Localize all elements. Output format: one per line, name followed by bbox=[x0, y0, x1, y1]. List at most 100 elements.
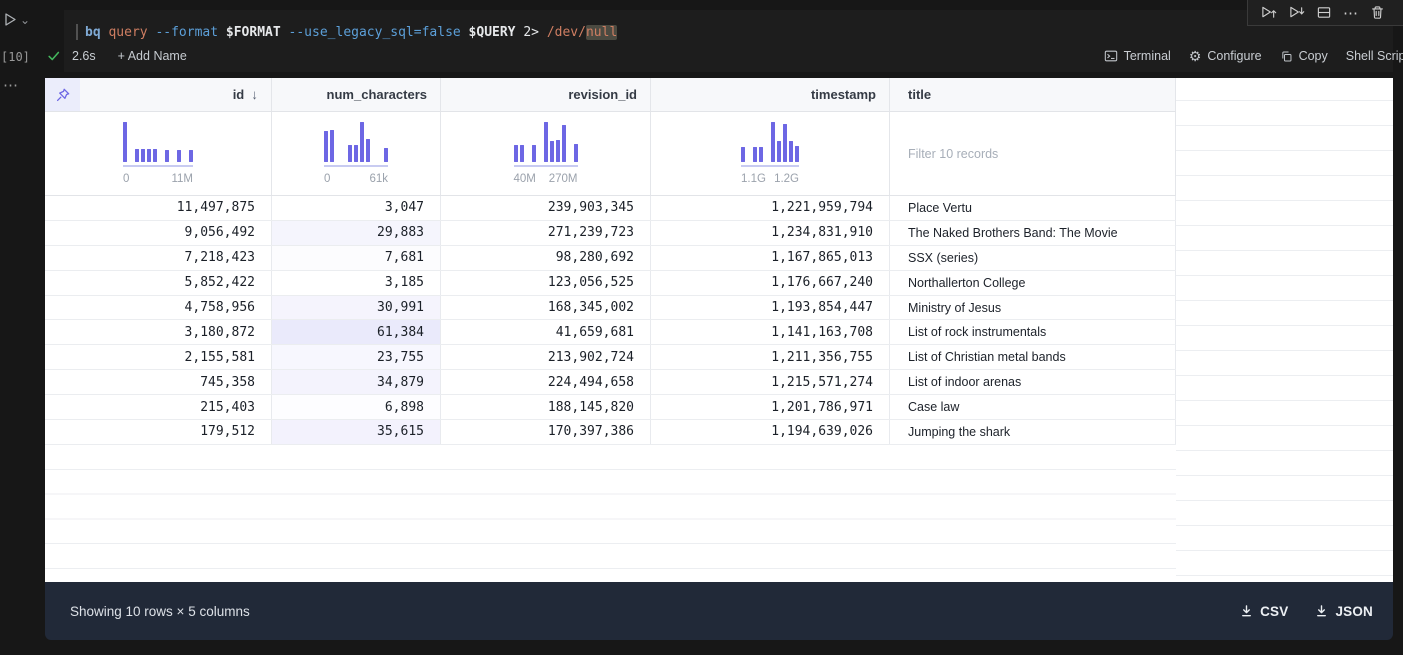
column-header-title[interactable]: title bbox=[890, 78, 1176, 111]
cell-duration: 2.6s bbox=[72, 49, 96, 63]
histogram-cell-timestamp: 1.1G 1.2G bbox=[651, 112, 890, 195]
cell-timestamp[interactable]: 1,221,959,794 bbox=[651, 196, 890, 220]
cell-id[interactable]: 11,497,875 bbox=[45, 196, 272, 220]
split-cell-icon bbox=[1317, 7, 1331, 18]
cell-num_characters[interactable]: 61,384 bbox=[272, 320, 441, 345]
cell-timestamp[interactable]: 1,194,639,026 bbox=[651, 420, 890, 444]
column-header-revision_id[interactable]: revision_id bbox=[441, 78, 651, 111]
cell-num_characters[interactable]: 3,185 bbox=[272, 270, 441, 295]
cell-revision_id[interactable]: 170,397,386 bbox=[441, 420, 651, 444]
cell-revision_id[interactable]: 98,280,692 bbox=[441, 245, 651, 270]
cell-revision_id[interactable]: 168,345,002 bbox=[441, 295, 651, 320]
table-row[interactable]: 745,358 34,879 224,494,658 1,215,571,274 Lis… bbox=[45, 370, 1176, 396]
cell-id[interactable]: 9,056,492 bbox=[45, 220, 272, 245]
histogram-bar bbox=[354, 145, 358, 163]
cell-num_characters[interactable]: 7,681 bbox=[272, 245, 441, 270]
terminal-button[interactable]: Terminal bbox=[1104, 49, 1171, 63]
table-row[interactable]: 5,852,422 3,185 123,056,525 1,176,667,240 No… bbox=[45, 270, 1176, 296]
table-row[interactable]: 179,512 35,615 170,397,386 1,194,639,026 Jum… bbox=[45, 420, 1176, 445]
delete-cell-button[interactable] bbox=[1370, 5, 1385, 20]
cell-timestamp[interactable]: 1,167,865,013 bbox=[651, 245, 890, 270]
column-header-label: timestamp bbox=[810, 87, 876, 102]
cell-timestamp[interactable]: 1,211,356,755 bbox=[651, 345, 890, 370]
run-below-button[interactable] bbox=[1288, 5, 1305, 20]
cell-title[interactable]: Jumping the shark bbox=[890, 420, 1176, 444]
json-label: JSON bbox=[1335, 603, 1373, 619]
column-header-label: title bbox=[908, 87, 932, 102]
cell-num_characters[interactable]: 30,991 bbox=[272, 295, 441, 320]
cell-revision_id[interactable]: 188,145,820 bbox=[441, 395, 651, 420]
cell-timestamp[interactable]: 1,141,163,708 bbox=[651, 320, 890, 345]
play-icon bbox=[5, 13, 16, 26]
copy-button[interactable]: Copy bbox=[1280, 49, 1328, 63]
more-icon[interactable]: ⋯ bbox=[3, 77, 19, 94]
cell-timestamp[interactable]: 1,176,667,240 bbox=[651, 270, 890, 295]
table-row[interactable]: 2,155,581 23,755 213,902,724 1,211,356,755 L… bbox=[45, 345, 1176, 371]
cell-revision_id[interactable]: 41,659,681 bbox=[441, 320, 651, 345]
cell-revision_id[interactable]: 224,494,658 bbox=[441, 370, 651, 395]
shell-script-button[interactable]: Shell Script bbox=[1346, 49, 1403, 63]
cell-id[interactable]: 5,852,422 bbox=[45, 270, 272, 295]
cell-id[interactable]: 4,758,956 bbox=[45, 295, 272, 320]
column-header-num_characters[interactable]: num_characters bbox=[272, 78, 441, 111]
cell-title[interactable]: List of indoor arenas bbox=[890, 370, 1176, 395]
cell-title[interactable]: List of Christian metal bands bbox=[890, 345, 1176, 370]
histogram-bar bbox=[783, 124, 787, 163]
add-name-button[interactable]: + Add Name bbox=[117, 49, 187, 63]
row-count-summary: Showing 10 rows × 5 columns bbox=[70, 603, 250, 619]
configure-button[interactable]: ⚙ Configure bbox=[1189, 49, 1262, 63]
cell-title[interactable]: Case law bbox=[890, 395, 1176, 420]
run-above-button[interactable] bbox=[1260, 5, 1277, 20]
histogram-max-label: 11M bbox=[171, 172, 193, 185]
cell-id[interactable]: 3,180,872 bbox=[45, 320, 272, 345]
cell-timestamp[interactable]: 1,234,831,910 bbox=[651, 220, 890, 245]
table-row[interactable]: 7,218,423 7,681 98,280,692 1,167,865,013 SSX… bbox=[45, 245, 1176, 271]
download-csv-button[interactable]: CSV bbox=[1240, 604, 1288, 619]
table-row[interactable]: 3,180,872 61,384 41,659,681 1,141,163,708 Li… bbox=[45, 320, 1176, 346]
cell-title[interactable]: The Naked Brothers Band: The Movie bbox=[890, 220, 1176, 245]
cell-id[interactable]: 2,155,581 bbox=[45, 345, 272, 370]
download-json-button[interactable]: JSON bbox=[1315, 604, 1373, 619]
histogram-revision_id[interactable]: 40M 270M bbox=[513, 122, 578, 185]
cell-title[interactable]: Place Vertu bbox=[890, 196, 1176, 220]
cell-num_characters[interactable]: 29,883 bbox=[272, 220, 441, 245]
cell-title[interactable]: Northallerton College bbox=[890, 270, 1176, 295]
cell-id[interactable]: 7,218,423 bbox=[45, 245, 272, 270]
cell-id[interactable]: 179,512 bbox=[45, 420, 272, 444]
column-header-timestamp[interactable]: timestamp bbox=[651, 78, 890, 111]
cell-revision_id[interactable]: 213,902,724 bbox=[441, 345, 651, 370]
cell-timestamp[interactable]: 1,215,571,274 bbox=[651, 370, 890, 395]
cell-num_characters[interactable]: 34,879 bbox=[272, 370, 441, 395]
histogram-range-labels: 0 61k bbox=[324, 173, 388, 185]
cell-num_characters[interactable]: 23,755 bbox=[272, 345, 441, 370]
split-cell-button[interactable] bbox=[1316, 5, 1332, 20]
cell-id[interactable]: 745,358 bbox=[45, 370, 272, 395]
histogram-id[interactable]: 0 11M bbox=[123, 122, 193, 185]
table-row[interactable]: 215,403 6,898 188,145,820 1,201,786,971 Case… bbox=[45, 395, 1176, 421]
cell-revision_id[interactable]: 271,239,723 bbox=[441, 220, 651, 245]
histogram-num_characters[interactable]: 0 61k bbox=[324, 122, 388, 185]
cell-timestamp[interactable]: 1,193,854,447 bbox=[651, 295, 890, 320]
pin-column-cell[interactable] bbox=[45, 78, 80, 111]
histogram-timestamp[interactable]: 1.1G 1.2G bbox=[741, 122, 799, 185]
table-row[interactable]: 4,758,956 30,991 168,345,002 1,193,854,447 M… bbox=[45, 295, 1176, 321]
cell-title[interactable]: Ministry of Jesus bbox=[890, 295, 1176, 320]
table-row[interactable]: 9,056,492 29,883 271,239,723 1,234,831,910 T… bbox=[45, 220, 1176, 246]
cell-revision_id[interactable]: 123,056,525 bbox=[441, 270, 651, 295]
chevron-down-icon: ⌄ bbox=[20, 12, 31, 27]
cell-num_characters[interactable]: 6,898 bbox=[272, 395, 441, 420]
more-actions-button[interactable]: ⋯ bbox=[1343, 4, 1359, 22]
cell-title[interactable]: SSX (series) bbox=[890, 245, 1176, 270]
column-header-id[interactable]: id ↓ bbox=[45, 78, 272, 111]
cell-revision_id[interactable]: 239,903,345 bbox=[441, 196, 651, 220]
cell-title[interactable]: List of rock instrumentals bbox=[890, 320, 1176, 345]
filter-input[interactable] bbox=[908, 146, 1138, 161]
cell-id[interactable]: 215,403 bbox=[45, 395, 272, 420]
cell-timestamp[interactable]: 1,201,786,971 bbox=[651, 395, 890, 420]
run-cell-button[interactable]: ⌄ bbox=[3, 12, 30, 27]
cell-num_characters[interactable]: 3,047 bbox=[272, 196, 441, 220]
table-row[interactable]: 11,497,875 3,047 239,903,345 1,221,959,794 P… bbox=[45, 196, 1176, 221]
command-line[interactable]: bq query --format $FORMAT --use_legacy_s… bbox=[76, 24, 618, 40]
cell-num_characters[interactable]: 35,615 bbox=[272, 420, 441, 444]
pin-icon bbox=[56, 88, 69, 101]
